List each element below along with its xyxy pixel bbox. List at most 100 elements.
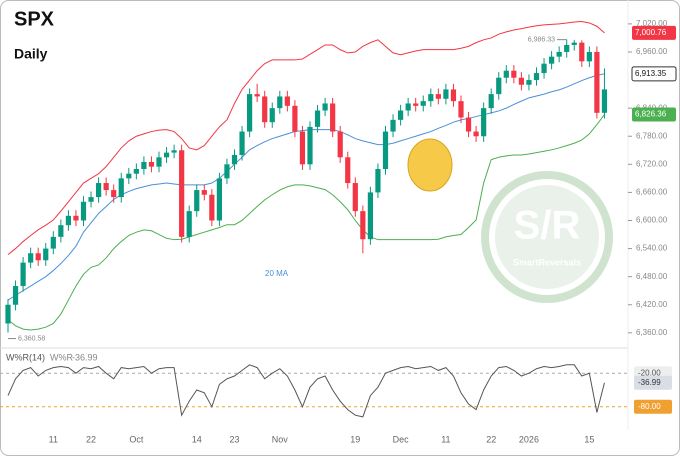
candle-body — [186, 211, 192, 237]
candle-body — [201, 190, 207, 195]
candle-body — [352, 183, 358, 212]
x-tick-label: 15 — [584, 434, 594, 444]
candle-body — [50, 236, 56, 249]
candle-body — [231, 154, 238, 165]
y-tick-label: 7,020.00 — [636, 19, 668, 28]
y-tick-label: 6,960.00 — [636, 47, 668, 56]
candle-body — [579, 42, 585, 62]
candle-body — [284, 96, 290, 106]
value-tag — [634, 375, 672, 390]
candle-body — [194, 190, 200, 212]
candle-body — [12, 286, 19, 305]
candle-body — [224, 164, 230, 179]
candle-body — [420, 101, 426, 106]
annotation: 6,360.58 — [18, 335, 45, 342]
indicator-title: W%R(14) — [6, 352, 45, 362]
candle-body — [594, 51, 600, 113]
candle-body — [126, 173, 132, 179]
candle-body — [443, 89, 449, 99]
candle-body — [390, 119, 396, 132]
candle-body — [556, 51, 562, 57]
y-tick-label: 6,600.00 — [636, 216, 668, 225]
candle-body — [541, 63, 547, 74]
candle-body — [35, 253, 41, 261]
y-tick-label: 6,360.00 — [636, 328, 668, 337]
price-tag-label: 6,826.36 — [635, 110, 667, 119]
candle-body — [148, 161, 155, 167]
candle-body — [239, 131, 245, 155]
x-tick-label: 22 — [486, 434, 496, 444]
price-tag — [631, 66, 677, 82]
candle-body — [73, 215, 79, 221]
x-tick-label: Dec — [393, 434, 410, 444]
candle-body — [20, 262, 26, 287]
candle-body — [435, 94, 441, 99]
x-tick-label: Oct — [129, 434, 144, 444]
candle-body — [382, 131, 389, 169]
candle-body — [360, 211, 366, 240]
candle-body — [58, 225, 64, 237]
x-tick-label: 22 — [86, 434, 96, 444]
indicator-name: W%R — [50, 352, 73, 362]
chart-title: SPX — [14, 8, 55, 30]
candle-body — [118, 178, 124, 198]
candle-body — [549, 56, 555, 64]
chart-subtitle: Daily — [14, 46, 48, 62]
candle-body — [413, 103, 419, 106]
y-tick-label: -20.00 — [638, 368, 661, 377]
x-tick-label: 14 — [192, 434, 202, 444]
candle-body — [111, 190, 117, 198]
price-tag-label: 7,000.76 — [635, 28, 667, 37]
candle-body — [80, 201, 87, 221]
x-tick-label: 2026 — [519, 434, 539, 444]
candle-body — [465, 117, 472, 132]
x-tick-label: 23 — [229, 434, 239, 444]
candle-body — [141, 161, 147, 169]
candle-body — [5, 304, 11, 324]
candle-body — [481, 108, 487, 137]
candle-body — [586, 51, 592, 62]
candle-body — [43, 248, 49, 261]
candle-body — [571, 42, 577, 45]
watermark-ring — [481, 171, 613, 303]
y-tick-label: 6,420.00 — [636, 300, 668, 309]
candle-body — [564, 44, 570, 52]
y-tick-label: 6,660.00 — [636, 188, 668, 197]
y-tick-label: 6,780.00 — [636, 131, 668, 140]
candle-body — [163, 152, 170, 158]
indicator-line — [7, 364, 605, 418]
watermark-disc — [495, 185, 599, 289]
candle-body — [133, 169, 139, 174]
candle-body — [103, 183, 109, 191]
candle-body — [511, 70, 517, 78]
candle-body — [496, 77, 502, 95]
candle-body — [171, 150, 177, 153]
candle-body — [254, 94, 260, 97]
candle-body — [345, 157, 351, 184]
candle-body — [269, 108, 275, 123]
candle-body — [337, 131, 343, 158]
candle-body — [307, 126, 313, 165]
x-tick-label: 11 — [441, 434, 450, 444]
watermark-text: SmartReversals — [513, 257, 581, 267]
y-tick-label: 6,540.00 — [636, 244, 668, 253]
candle-body — [398, 110, 404, 120]
indicator-value: -36.99 — [72, 352, 98, 362]
candle-body — [450, 89, 457, 102]
candle-body — [488, 94, 494, 109]
candle-body — [314, 110, 321, 127]
price-tag — [632, 25, 676, 40]
watermark-logo: S/R — [514, 204, 581, 248]
price-tag-label: 6,913.35 — [635, 69, 667, 78]
candle-body — [518, 77, 524, 85]
candle-body — [533, 73, 540, 81]
candle-body — [428, 94, 434, 102]
x-tick-label: 19 — [350, 434, 360, 444]
candle-body — [473, 131, 479, 137]
candle-body — [179, 150, 185, 237]
candle-body — [322, 103, 328, 111]
candle-body — [156, 157, 162, 167]
candle-body — [330, 103, 336, 132]
candle-body — [375, 169, 381, 193]
y-tick-label: 6,480.00 — [636, 272, 668, 281]
